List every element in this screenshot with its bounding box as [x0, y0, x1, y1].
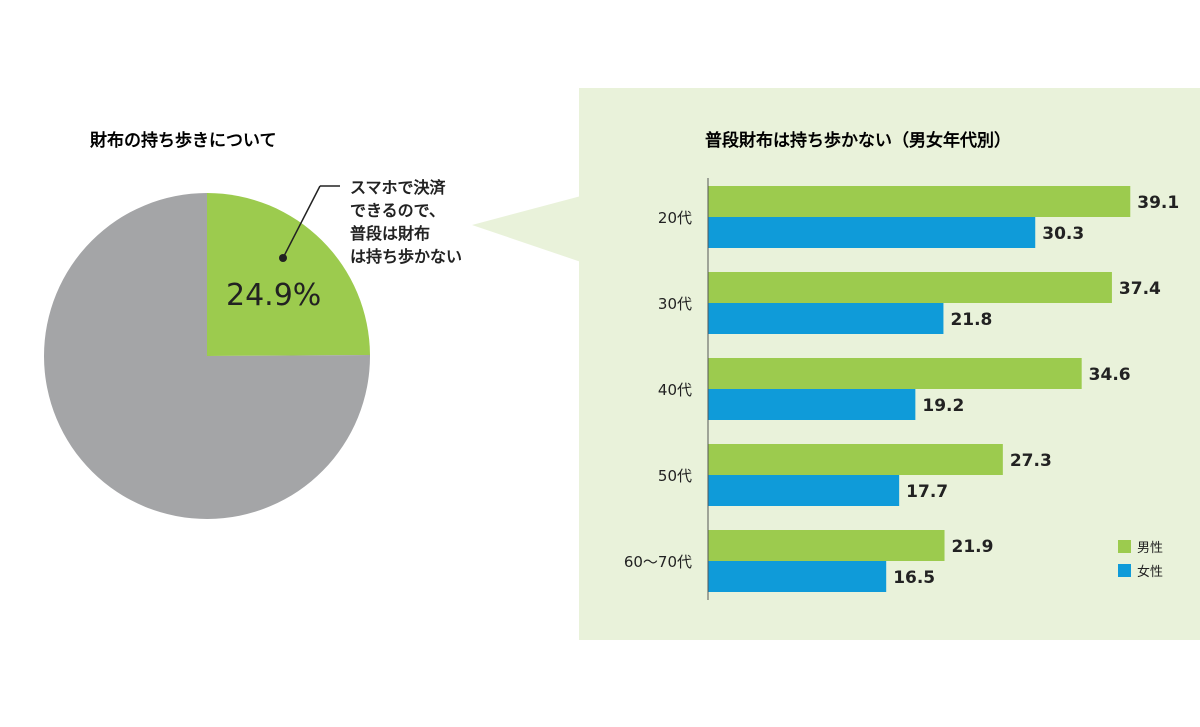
bar-value-label: 39.1 — [1137, 193, 1179, 213]
bar-male — [708, 444, 1003, 475]
pie-chart: 24.9% — [43, 193, 370, 519]
pie-slice-0-value-label: 24.9% — [226, 278, 321, 313]
category-label: 50代 — [658, 467, 692, 485]
legend-label: 男性 — [1137, 541, 1163, 556]
bar-male — [708, 358, 1082, 389]
bar-value-label: 27.3 — [1010, 451, 1052, 471]
category-label: 40代 — [658, 381, 692, 399]
bar-male — [708, 272, 1112, 303]
bar-value-label: 21.9 — [952, 537, 994, 557]
bar-value-label: 21.8 — [950, 310, 992, 330]
callout-text-line: できるので、 — [350, 201, 445, 220]
bar-value-label: 16.5 — [893, 568, 935, 588]
legend-label: 女性 — [1137, 564, 1163, 580]
bar-value-label: 17.7 — [906, 482, 948, 502]
bar-male — [708, 186, 1131, 217]
bar-female — [708, 303, 944, 334]
bar-value-label: 30.3 — [1042, 224, 1084, 244]
callout-leader-line — [282, 185, 321, 259]
bar-value-label: 19.2 — [922, 396, 964, 416]
legend-swatch — [1118, 540, 1131, 553]
bar-female — [708, 561, 887, 592]
pie-slice-0 — [207, 193, 370, 356]
bar-female — [708, 389, 916, 420]
bar-chart: 20代 39.1 30.3 30代 37.4 21.8 40代 34.6 19.2 50代 27.3… — [624, 178, 1179, 600]
callout-text-line: 普段は財布 — [350, 224, 430, 243]
category-label: 30代 — [658, 295, 692, 313]
bar-female — [708, 217, 1036, 248]
pie-title: 財布の持ち歩きについて — [89, 130, 277, 151]
callout-text-line: スマホで決済 — [350, 178, 447, 197]
bar-female — [708, 475, 900, 506]
bar-title: 普段財布は持ち歩かない（男女年代別） — [705, 130, 1011, 151]
callout-dot — [279, 254, 287, 262]
category-label: 60〜70代 — [624, 553, 692, 571]
pie-slice-1 — [43, 193, 370, 519]
category-label: 20代 — [658, 209, 692, 227]
bar-value-label: 34.6 — [1089, 365, 1131, 385]
bar-value-label: 37.4 — [1119, 279, 1161, 299]
callout-text-line: は持ち歩かない — [350, 247, 462, 266]
bar-male — [708, 530, 945, 561]
legend-swatch — [1118, 564, 1131, 577]
callout-pointer — [472, 196, 581, 262]
